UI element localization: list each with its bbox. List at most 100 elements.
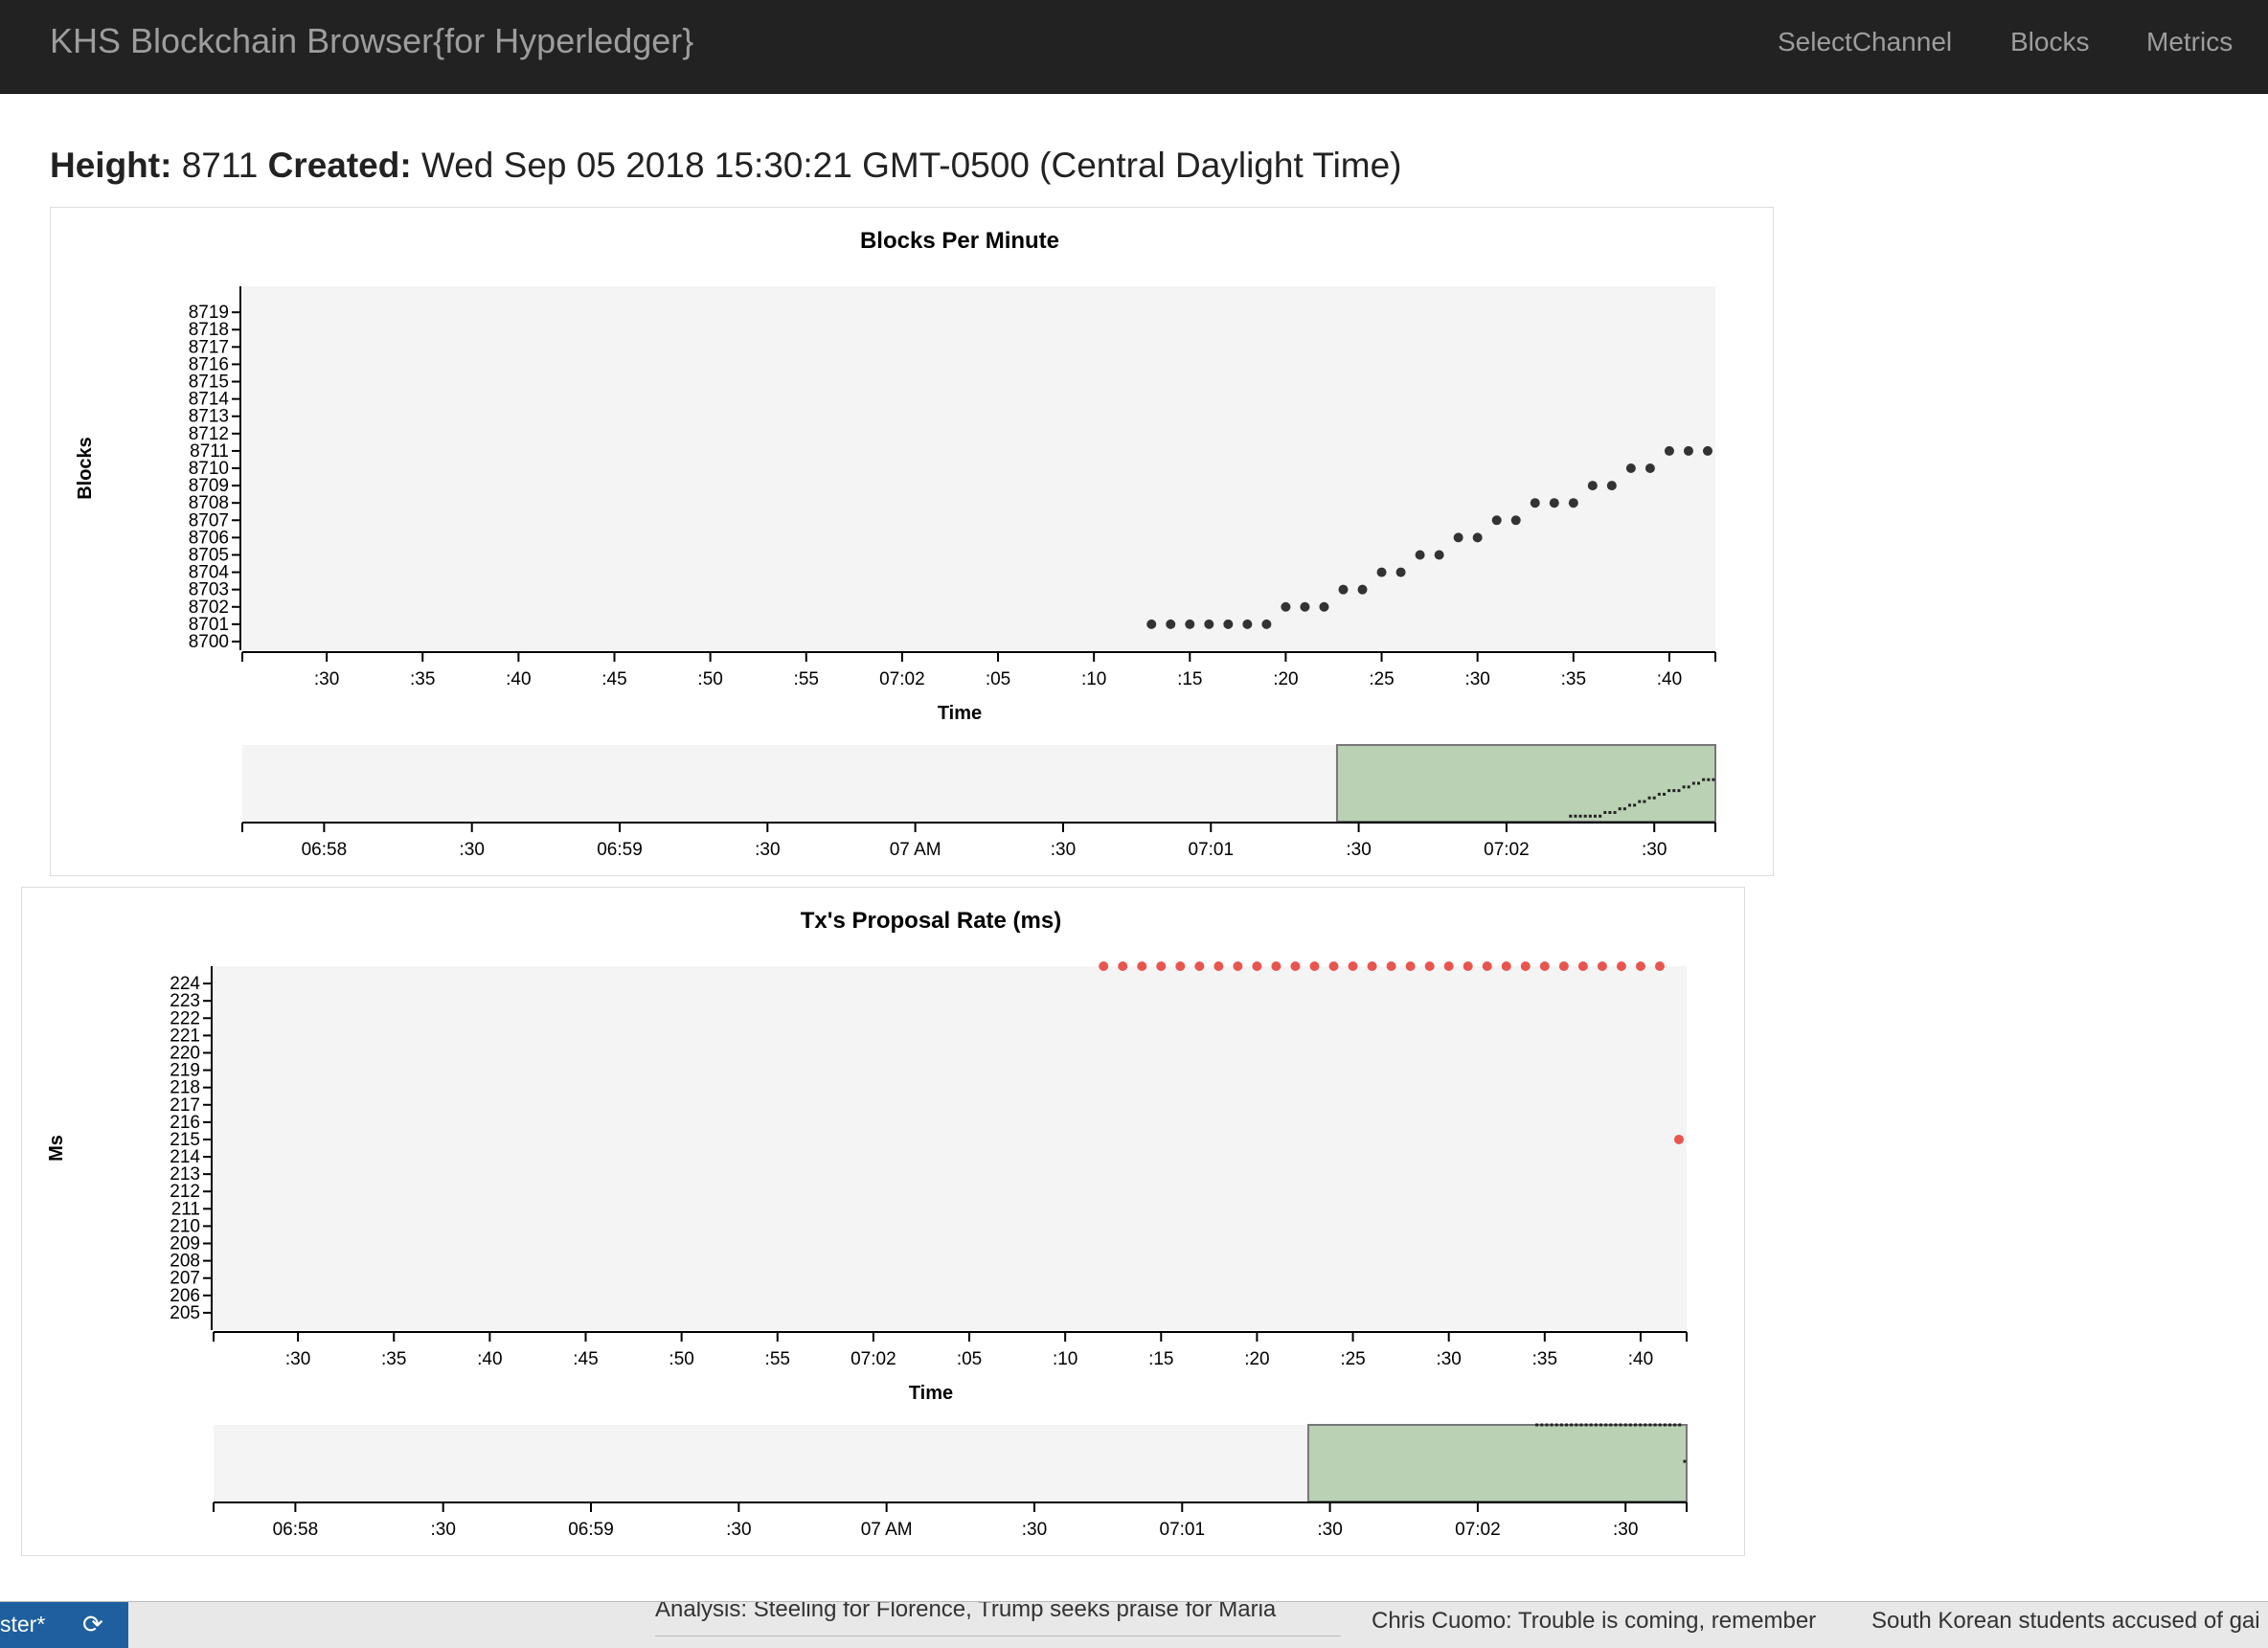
- context-point: [1594, 1423, 1598, 1427]
- y-tick-label: 222: [170, 1008, 200, 1028]
- chart-title: Tx's Proposal Rate (ms): [801, 908, 1061, 934]
- y-tick-label: 8716: [189, 354, 229, 374]
- nav-select-channel[interactable]: SelectChannel: [1778, 27, 1953, 56]
- y-tick-label: 8719: [189, 303, 229, 323]
- proposal-rate-chart[interactable]: Tx's Proposal Rate (ms)20520620720820921…: [22, 888, 1744, 1555]
- created-value: Wed Sep 05 2018 15:30:21 GMT-0500 (Centr…: [420, 146, 1402, 185]
- data-point: [1213, 961, 1224, 971]
- context-brush: [1306, 1424, 1689, 1502]
- context-point: [1545, 1423, 1549, 1427]
- y-tick-label: 223: [170, 991, 200, 1011]
- x-tick-label: :05: [957, 1349, 982, 1369]
- x-tick-label: :15: [1148, 1349, 1173, 1369]
- x-tick-label: :20: [1273, 669, 1298, 689]
- context-tick-label: 07 AM: [890, 840, 941, 860]
- news-headline-2[interactable]: Chris Cuomo: Trouble is coming, remember: [1372, 1608, 1817, 1634]
- context-point: [1540, 1423, 1544, 1427]
- news-headline-3[interactable]: South Korean students accused of gai: [1871, 1608, 2260, 1634]
- context-point: [1575, 1423, 1578, 1427]
- data-point: [1673, 1134, 1684, 1144]
- x-tick-label: :10: [1081, 669, 1106, 689]
- data-point: [1175, 961, 1186, 971]
- context-tick-label: :30: [755, 840, 780, 860]
- blocks-per-minute-chart[interactable]: Blocks Per Minute87008701870287038704870…: [51, 208, 1773, 875]
- data-point: [1453, 532, 1463, 543]
- data-point: [1290, 961, 1301, 971]
- y-axis-label: Blocks: [75, 437, 96, 500]
- data-point: [1242, 619, 1253, 629]
- x-tick-label: :25: [1340, 1349, 1365, 1369]
- context-tick-label: :30: [1051, 840, 1076, 860]
- y-axis-label: Ms: [46, 1135, 67, 1162]
- y-tick-label: 8714: [189, 390, 230, 410]
- bottom-strip: ster* ⟳ Analysis: Steeling for Florence,…: [0, 1601, 2268, 1648]
- context-point: [1623, 1423, 1627, 1427]
- y-tick-label: 219: [170, 1061, 200, 1081]
- x-tick-label: :35: [1532, 1349, 1557, 1369]
- y-tick-label: 8700: [189, 632, 229, 652]
- context-point: [1647, 796, 1651, 800]
- context-point: [1638, 800, 1642, 803]
- data-point: [1271, 961, 1281, 971]
- context-tick-label: 06:59: [597, 840, 643, 860]
- nav-metrics[interactable]: Metrics: [2146, 27, 2234, 56]
- context-point: [1583, 814, 1587, 818]
- data-point: [1099, 961, 1109, 971]
- context-tick-label: :30: [1346, 840, 1371, 860]
- y-tick-label: 205: [170, 1303, 200, 1323]
- context-point: [1589, 1423, 1593, 1427]
- context-point: [1603, 810, 1607, 814]
- context-point: [1604, 1423, 1608, 1427]
- context-point: [1663, 1423, 1667, 1427]
- x-tick-label: :25: [1369, 669, 1394, 689]
- context-point: [1570, 1423, 1574, 1427]
- news-headline-1[interactable]: Analysis: Steeling for Florence, Trump s…: [655, 1601, 1277, 1622]
- y-tick-label: 216: [170, 1113, 200, 1133]
- taskbar-item[interactable]: ster* ⟳: [0, 1602, 128, 1648]
- plot-area: [242, 286, 1715, 650]
- data-point: [1261, 619, 1272, 629]
- brand-title[interactable]: KHS Blockchain Browser{for Hyperledger}: [50, 21, 694, 60]
- refresh-icon[interactable]: ⟳: [82, 1610, 103, 1638]
- data-point: [1223, 619, 1234, 629]
- data-point: [1491, 515, 1502, 526]
- context-point: [1687, 785, 1690, 789]
- x-tick-label: :30: [1464, 669, 1489, 689]
- data-point: [1194, 961, 1205, 971]
- context-tick-label: 06:58: [273, 1520, 319, 1540]
- data-point: [1625, 463, 1636, 473]
- context-point: [1712, 778, 1715, 781]
- context-point: [1550, 1423, 1554, 1427]
- x-tick-label: :35: [410, 669, 435, 689]
- height-label: Height:: [50, 146, 172, 185]
- context-point: [1628, 1423, 1632, 1427]
- y-tick-label: 8710: [189, 459, 229, 479]
- data-point: [1577, 961, 1588, 971]
- context-tick-label: :30: [1022, 1520, 1047, 1540]
- nav-blocks[interactable]: Blocks: [2010, 27, 2090, 56]
- y-tick-label: 8702: [189, 598, 229, 618]
- data-point: [1635, 961, 1645, 971]
- data-point: [1357, 584, 1368, 595]
- context-point: [1652, 796, 1656, 800]
- context-point: [1639, 1423, 1643, 1427]
- context-point: [1678, 1423, 1682, 1427]
- data-point: [1395, 567, 1406, 577]
- y-tick-label: 209: [170, 1234, 200, 1254]
- x-tick-label: :30: [285, 1349, 310, 1369]
- data-point: [1146, 619, 1157, 629]
- data-point: [1415, 550, 1425, 560]
- y-tick-label: 8718: [189, 320, 229, 340]
- context-point: [1653, 1423, 1657, 1427]
- context-point: [1634, 1423, 1638, 1427]
- data-point: [1367, 961, 1377, 971]
- context-point: [1579, 1423, 1583, 1427]
- data-point: [1606, 481, 1617, 491]
- data-point: [1443, 961, 1454, 971]
- data-point: [1482, 961, 1492, 971]
- x-axis-label: Time: [909, 1383, 953, 1404]
- y-tick-label: 8701: [189, 615, 229, 635]
- x-tick-label: :35: [1561, 669, 1586, 689]
- top-navbar: KHS Blockchain Browser{for Hyperledger} …: [0, 0, 2268, 94]
- data-point: [1654, 961, 1665, 971]
